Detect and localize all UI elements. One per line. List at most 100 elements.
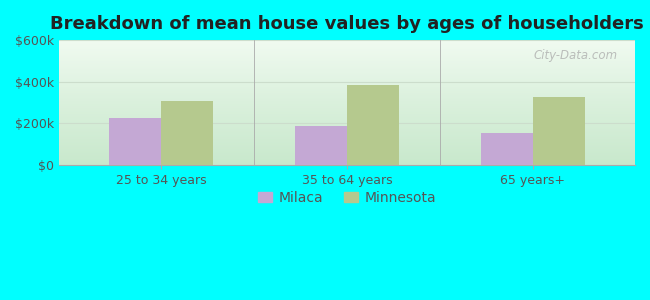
- Text: City-Data.com: City-Data.com: [534, 49, 618, 62]
- Bar: [59, 48, 635, 49]
- Bar: [59, 86, 635, 87]
- Bar: [59, 140, 635, 141]
- Bar: [59, 54, 635, 55]
- Bar: [347, 85, 399, 165]
- Bar: [59, 58, 635, 59]
- Bar: [59, 151, 635, 152]
- Bar: [59, 133, 635, 134]
- Bar: [59, 52, 635, 53]
- Bar: [59, 153, 635, 154]
- Bar: [59, 141, 635, 142]
- Bar: [59, 126, 635, 127]
- Bar: [59, 148, 635, 149]
- Bar: [59, 122, 635, 123]
- Bar: [59, 55, 635, 56]
- Bar: [59, 150, 635, 151]
- Bar: [59, 99, 635, 100]
- Bar: [59, 156, 635, 157]
- Bar: [59, 147, 635, 148]
- Bar: [59, 57, 635, 58]
- Bar: [59, 84, 635, 85]
- Title: Breakdown of mean house values by ages of householders: Breakdown of mean house values by ages o…: [50, 15, 644, 33]
- Bar: [59, 143, 635, 144]
- Bar: [59, 120, 635, 121]
- Bar: [59, 97, 635, 98]
- Bar: [59, 46, 635, 47]
- Bar: [533, 97, 585, 165]
- Bar: [59, 77, 635, 78]
- Bar: [59, 142, 635, 143]
- Bar: [59, 45, 635, 46]
- Bar: [59, 82, 635, 83]
- Bar: [59, 162, 635, 163]
- Bar: [59, 123, 635, 124]
- Bar: [59, 71, 635, 72]
- Bar: [59, 164, 635, 165]
- Bar: [59, 124, 635, 125]
- Bar: [59, 43, 635, 44]
- Bar: [59, 132, 635, 133]
- Bar: [59, 121, 635, 122]
- Bar: [59, 87, 635, 88]
- Bar: [59, 70, 635, 71]
- Bar: [59, 73, 635, 74]
- Bar: [59, 110, 635, 111]
- Bar: [59, 51, 635, 52]
- Bar: [59, 157, 635, 158]
- Bar: [59, 117, 635, 118]
- Bar: [59, 107, 635, 108]
- Bar: [59, 65, 635, 66]
- Bar: [59, 149, 635, 150]
- Bar: [59, 63, 635, 64]
- Bar: [59, 98, 635, 99]
- Bar: [59, 155, 635, 156]
- Bar: [59, 50, 635, 51]
- Bar: [59, 78, 635, 79]
- Bar: [59, 129, 635, 130]
- Bar: [59, 144, 635, 145]
- Bar: [59, 104, 635, 105]
- Bar: [59, 74, 635, 75]
- Bar: [59, 49, 635, 50]
- Bar: [161, 101, 213, 165]
- Bar: [59, 83, 635, 84]
- Bar: [109, 118, 161, 165]
- Bar: [59, 85, 635, 86]
- Bar: [59, 64, 635, 65]
- Bar: [59, 128, 635, 129]
- Bar: [59, 53, 635, 54]
- Bar: [59, 118, 635, 119]
- Bar: [59, 56, 635, 57]
- Bar: [59, 47, 635, 48]
- Bar: [59, 75, 635, 76]
- Bar: [59, 116, 635, 117]
- Bar: [59, 134, 635, 135]
- Bar: [59, 61, 635, 62]
- Bar: [59, 135, 635, 136]
- Bar: [59, 44, 635, 45]
- Bar: [59, 95, 635, 96]
- Bar: [59, 93, 635, 94]
- Bar: [59, 138, 635, 139]
- Bar: [59, 145, 635, 146]
- Bar: [59, 41, 635, 42]
- Bar: [59, 68, 635, 69]
- Bar: [59, 105, 635, 106]
- Bar: [59, 76, 635, 77]
- Bar: [59, 90, 635, 91]
- Bar: [59, 80, 635, 81]
- Bar: [59, 137, 635, 138]
- Bar: [59, 91, 635, 92]
- Bar: [59, 119, 635, 120]
- Bar: [59, 136, 635, 137]
- Bar: [59, 88, 635, 89]
- Bar: [59, 114, 635, 115]
- Bar: [59, 108, 635, 109]
- Bar: [59, 69, 635, 70]
- Bar: [59, 66, 635, 67]
- Bar: [59, 154, 635, 155]
- Bar: [59, 100, 635, 101]
- Bar: [59, 42, 635, 43]
- Bar: [59, 59, 635, 60]
- Bar: [59, 159, 635, 160]
